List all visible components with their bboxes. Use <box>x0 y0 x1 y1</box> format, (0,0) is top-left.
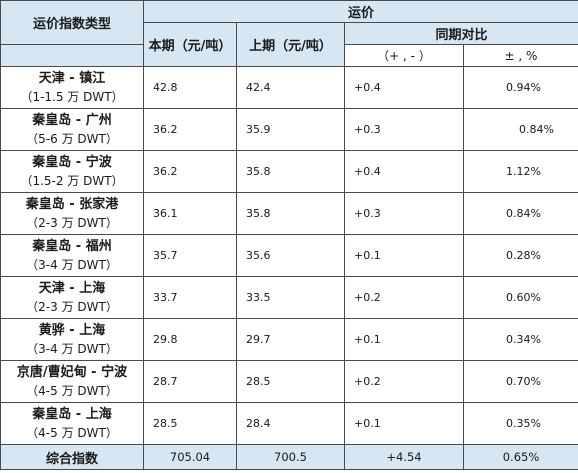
table-row: 秦皇岛 - 上海 （4-5 万 DWT） 28.5 28.4 +0.1 0.35% <box>0 402 578 445</box>
route-cell: 秦皇岛 - 张家港 （2-3 万 DWT） <box>0 192 144 235</box>
current-value: 28.7 <box>143 360 237 403</box>
current-value: 36.2 <box>143 150 237 193</box>
route-name: 天津 - 镇江 <box>38 70 106 86</box>
previous-value: 33.5 <box>236 276 345 319</box>
vessel-size: （4-5 万 DWT） <box>26 383 118 398</box>
current-value: 42.8 <box>143 66 237 109</box>
vessel-size: （5-6 万 DWT） <box>26 131 118 146</box>
diff-value: +0.4 <box>344 150 464 193</box>
route-name: 天津 - 上海 <box>38 280 106 296</box>
route-cell: 天津 - 上海 （2-3 万 DWT） <box>0 276 144 319</box>
current-value: 35.7 <box>143 234 237 277</box>
route-name: 秦皇岛 - 宁波 <box>32 154 112 170</box>
table-row: 秦皇岛 - 福州 （3-4 万 DWT） 35.7 35.6 +0.1 0.28% <box>0 234 578 277</box>
previous-value: 35.6 <box>236 234 345 277</box>
previous-value: 42.4 <box>236 66 345 109</box>
diff-value: +0.2 <box>344 360 464 403</box>
current-period-header: 本期（元/吨） <box>143 22 237 67</box>
total-row: 综合指数 705.04 700.5 +4.54 0.65% <box>0 444 578 470</box>
comparison-header: 同期对比 <box>343 22 578 45</box>
table-row: 京唐/曹妃甸 - 宁波 （4-5 万 DWT） 28.7 28.5 +0.2 0.70% <box>0 360 578 403</box>
vessel-size: （4-5 万 DWT） <box>26 425 118 440</box>
table-row: 黄骅 - 上海 （3-4 万 DWT） 29.8 29.7 +0.1 0.34% <box>0 318 578 361</box>
total-diff: +4.54 <box>344 444 464 470</box>
diff-value: +0.1 <box>344 234 464 277</box>
vessel-size: （1-1.5 万 DWT） <box>20 89 124 104</box>
diff-value: +0.4 <box>344 66 464 109</box>
pct-value: 0.28% <box>462 234 578 277</box>
route-name: 秦皇岛 - 上海 <box>32 406 112 422</box>
route-cell: 秦皇岛 - 广州 （5-6 万 DWT） <box>0 108 144 151</box>
current-value: 36.2 <box>143 108 237 151</box>
route-name: 黄骅 - 上海 <box>38 322 106 338</box>
route-name: 秦皇岛 - 福州 <box>32 238 112 254</box>
index-type-header: 运价指数类型 <box>0 0 144 45</box>
diff-subheader: （+ , - ） <box>344 44 464 67</box>
diff-value: +0.3 <box>344 108 464 151</box>
pct-value: 1.12% <box>462 150 578 193</box>
freight-header: 运价 <box>142 0 578 23</box>
total-pct: 0.65% <box>462 444 578 470</box>
diff-value: +0.3 <box>344 192 464 235</box>
current-value: 29.8 <box>143 318 237 361</box>
total-current: 705.04 <box>143 444 237 470</box>
route-name: 京唐/曹妃甸 - 宁波 <box>16 364 128 380</box>
diff-value: +0.2 <box>344 276 464 319</box>
route-cell: 黄骅 - 上海 （3-4 万 DWT） <box>0 318 144 361</box>
route-cell: 秦皇岛 - 上海 （4-5 万 DWT） <box>0 402 144 445</box>
route-cell: 秦皇岛 - 宁波 （1.5-2 万 DWT） <box>0 150 144 193</box>
pct-value: 0.94% <box>462 66 578 109</box>
vessel-size: （2-3 万 DWT） <box>26 299 118 314</box>
table-row: 天津 - 上海 （2-3 万 DWT） 33.7 33.5 +0.2 0.60% <box>0 276 578 319</box>
table-row: 秦皇岛 - 广州 （5-6 万 DWT） 36.2 35.9 +0.3 0.84% <box>0 108 578 151</box>
table-row: 天津 - 镇江 （1-1.5 万 DWT） 42.8 42.4 +0.4 0.94% <box>0 66 578 109</box>
pct-value: 0.84% <box>462 108 578 151</box>
table-row: 秦皇岛 - 宁波 （1.5-2 万 DWT） 36.2 35.8 +0.4 1.12% <box>0 150 578 193</box>
previous-value: 35.8 <box>236 192 345 235</box>
vessel-size: （3-4 万 DWT） <box>26 257 118 272</box>
route-name: 秦皇岛 - 张家港 <box>25 196 119 212</box>
current-value: 28.5 <box>143 402 237 445</box>
index-type-header-cont <box>0 44 144 67</box>
previous-value: 35.8 <box>236 150 345 193</box>
pct-subheader: ± , % <box>462 44 578 67</box>
table-row: 秦皇岛 - 张家港 （2-3 万 DWT） 36.1 35.8 +0.3 0.84% <box>0 192 578 235</box>
pct-value: 0.35% <box>462 402 578 445</box>
vessel-size: （3-4 万 DWT） <box>26 341 118 356</box>
diff-value: +0.1 <box>344 402 464 445</box>
previous-value: 29.7 <box>236 318 345 361</box>
route-name: 秦皇岛 - 广州 <box>32 112 112 128</box>
previous-value: 28.4 <box>236 402 345 445</box>
previous-period-header: 上期（元/吨） <box>236 22 345 67</box>
total-previous: 700.5 <box>236 444 345 470</box>
vessel-size: （2-3 万 DWT） <box>26 215 118 230</box>
route-cell: 天津 - 镇江 （1-1.5 万 DWT） <box>0 66 144 109</box>
route-cell: 秦皇岛 - 福州 （3-4 万 DWT） <box>0 234 144 277</box>
pct-value: 0.70% <box>462 360 578 403</box>
pct-value: 0.34% <box>462 318 578 361</box>
diff-value: +0.1 <box>344 318 464 361</box>
current-value: 33.7 <box>143 276 237 319</box>
route-cell: 京唐/曹妃甸 - 宁波 （4-5 万 DWT） <box>0 360 144 403</box>
total-label: 综合指数 <box>0 444 144 470</box>
previous-value: 28.5 <box>236 360 345 403</box>
current-value: 36.1 <box>143 192 237 235</box>
pct-value: 0.60% <box>462 276 578 319</box>
previous-value: 35.9 <box>236 108 345 151</box>
vessel-size: （1.5-2 万 DWT） <box>20 173 124 188</box>
pct-value: 0.84% <box>462 192 578 235</box>
